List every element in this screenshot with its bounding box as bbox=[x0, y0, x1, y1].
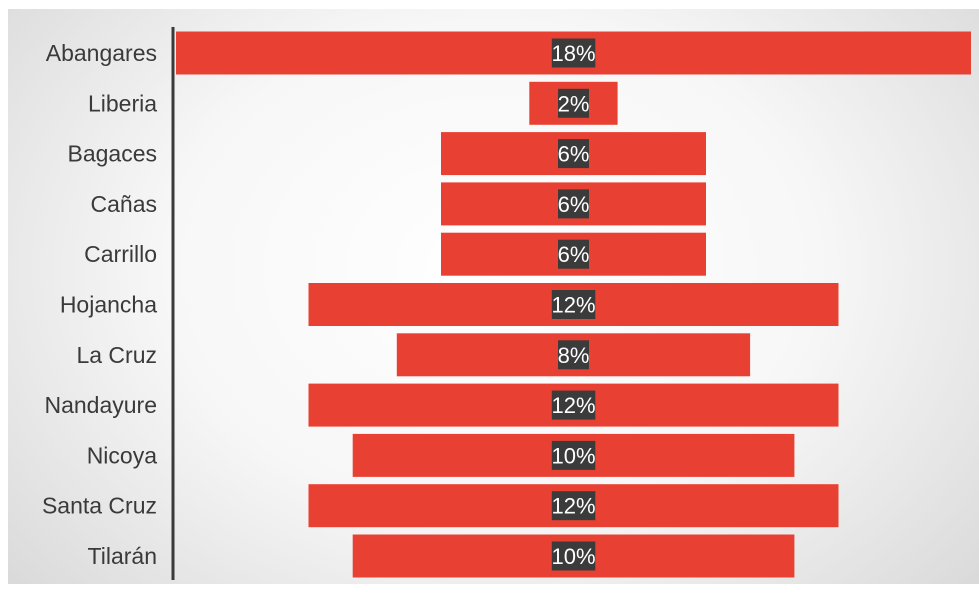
data-label: 6% bbox=[558, 192, 590, 217]
data-label: 12% bbox=[551, 494, 595, 519]
data-label-background bbox=[551, 541, 596, 571]
data-label-background bbox=[558, 239, 589, 269]
data-label-background bbox=[551, 290, 596, 319]
data-label: 10% bbox=[551, 443, 595, 468]
bars-layer: 18% 2% 6% 6% 6% 12% 8% 12% 10% 12% 10% bbox=[176, 31, 971, 578]
funnel-bar-chart: 18% 2% 6% 6% 6% 12% 8% 12% 10% 12% 10% Abangares Li… bbox=[42, 27, 971, 580]
category-label: Abangares bbox=[46, 40, 157, 66]
data-label-background bbox=[551, 38, 596, 68]
data-label-background bbox=[558, 88, 589, 118]
data-label-background bbox=[551, 390, 596, 420]
data-label-background bbox=[558, 189, 589, 219]
data-label: 18% bbox=[551, 41, 595, 66]
category-labels: Abangares Liberia Bagaces Cañas Carrillo Hoja… bbox=[42, 40, 157, 569]
data-label: 10% bbox=[551, 544, 595, 569]
category-label: Tilarán bbox=[88, 543, 157, 569]
category-label: Hojancha bbox=[60, 292, 157, 318]
data-label-background bbox=[551, 491, 596, 521]
data-label: 8% bbox=[558, 343, 590, 368]
data-label: 12% bbox=[551, 293, 595, 318]
category-label: Liberia bbox=[88, 90, 157, 116]
data-label: 6% bbox=[558, 142, 590, 167]
category-label: Nandayure bbox=[44, 392, 157, 418]
data-label: 6% bbox=[558, 242, 590, 267]
category-label: Santa Cruz bbox=[42, 493, 157, 519]
data-label-background bbox=[558, 340, 589, 370]
category-label: Carrillo bbox=[84, 241, 157, 267]
category-label: La Cruz bbox=[76, 342, 157, 368]
data-label: 2% bbox=[558, 91, 590, 116]
data-label-background bbox=[558, 139, 589, 169]
chart-background: 18% 2% 6% 6% 6% 12% 8% 12% 10% 12% 10% Abangares Li… bbox=[8, 9, 979, 584]
data-label-background bbox=[551, 440, 596, 470]
category-label: Cañas bbox=[91, 191, 157, 217]
category-label: Nicoya bbox=[87, 442, 158, 468]
data-label: 12% bbox=[551, 393, 595, 418]
category-label: Bagaces bbox=[67, 141, 157, 167]
